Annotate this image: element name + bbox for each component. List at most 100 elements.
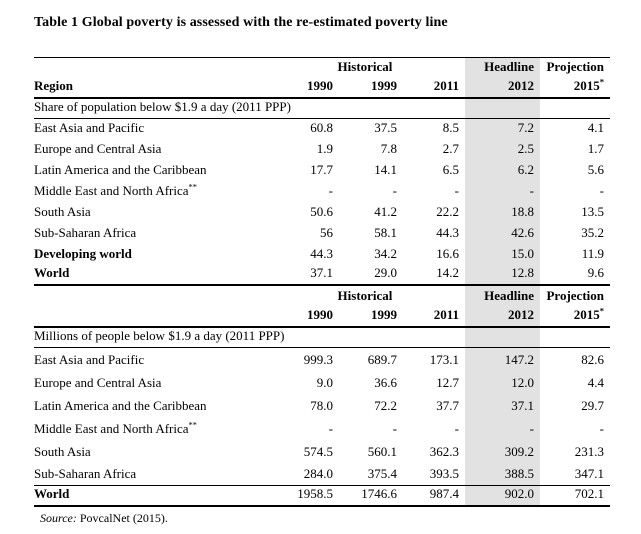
year-2012-header: 2012 [465, 307, 540, 328]
highlight-spacer-cell [465, 97, 540, 119]
value-cell-projection: 702.1 [540, 485, 610, 507]
value-cell-headline: 37.1 [465, 393, 540, 417]
value-cell-headline: 902.0 [465, 485, 540, 507]
table-row-world: World 37.1 29.0 14.2 12.8 9.6 [34, 265, 610, 286]
value-cell: - [328, 183, 333, 198]
value-cell: 284.0 [271, 462, 339, 486]
value-cell-headline: 388.5 [465, 462, 540, 486]
table-row: East Asia and Pacific 60.8 37.5 8.5 7.2 … [34, 118, 610, 139]
region-label: Latin America and the Caribbean [34, 397, 207, 413]
region-column-header: Region [34, 77, 271, 99]
value-cell: 6.5 [442, 162, 459, 177]
value-cell: 987.4 [403, 485, 465, 507]
value-cell: 29.0 [339, 265, 403, 286]
value-cell: 1.9 [316, 141, 333, 156]
region-cell: Middle East and North Africa** [34, 417, 271, 440]
table-row: Middle East and North Africa** - - - - - [34, 181, 610, 202]
value-cell-projection: 9.6 [540, 265, 610, 286]
value-cell-projection: 11.9 [581, 246, 604, 261]
value-cell: 8.5 [442, 120, 459, 135]
region-label: Europe and Central Asia [34, 374, 162, 390]
value-cell: 999.3 [303, 351, 333, 367]
table-row: South Asia 574.5 560.1 362.3 309.2 231.3 [34, 439, 610, 463]
value-cell: 41.2 [374, 204, 397, 219]
region-footnote-marker: ** [188, 181, 198, 192]
value-cell-headline: 7.2 [465, 118, 540, 139]
value-cell-projection: - [599, 420, 604, 436]
value-cell: 37.1 [271, 265, 339, 286]
value-cell: 2.7 [442, 141, 459, 156]
region-label: Developing world [34, 246, 132, 261]
region-cell: South Asia [34, 440, 271, 463]
highlight-spacer-cell [465, 327, 540, 348]
value-cell-projection: 5.6 [587, 162, 604, 177]
value-cell-headline: 309.2 [465, 439, 540, 463]
value-cell: 393.5 [403, 462, 465, 486]
projection-column-group-label: Projection [546, 288, 604, 303]
region-cell: Sub-Saharan Africa [34, 223, 271, 244]
value-cell: - [392, 420, 397, 436]
header-years-row: Region 1990 1999 2011 2012 2015* [34, 77, 610, 99]
value-cell: 58.1 [374, 225, 397, 240]
year-2015-asterisk: * [599, 77, 604, 87]
source-label: Source: [40, 511, 77, 525]
region-cell: Latin America and the Caribbean [34, 160, 271, 181]
value-cell: 56 [320, 225, 333, 240]
region-label: Sub-Saharan Africa [34, 225, 137, 240]
region-label: South Asia [34, 204, 91, 219]
value-cell: 362.3 [429, 443, 459, 459]
value-cell-projection: - [599, 183, 604, 198]
value-cell: 12.7 [436, 374, 459, 390]
value-cell: - [392, 183, 397, 198]
value-cell: 50.6 [310, 204, 333, 219]
value-cell-projection: 29.7 [581, 397, 604, 413]
poverty-table: Historical Headline Projection Region 19… [34, 57, 610, 507]
header-empty-cell [34, 58, 271, 78]
value-cell-headline: 2.5 [465, 139, 540, 160]
region-label: Middle East and North Africa [34, 183, 189, 198]
header-empty-cell [34, 285, 271, 307]
value-cell-headline: - [465, 416, 540, 440]
region-label: Latin America and the Caribbean [34, 162, 207, 177]
value-cell: 17.7 [310, 162, 333, 177]
region-cell: Middle East and North Africa** [34, 181, 271, 202]
section-millions-caption: Millions of people below $1.9 a day (201… [34, 327, 465, 348]
value-cell: 72.2 [374, 397, 397, 413]
value-cell: 36.6 [374, 374, 397, 390]
year-2012-header: 2012 [465, 77, 540, 99]
table-row: Sub-Saharan Africa 56 58.1 44.3 42.6 35.… [34, 223, 610, 244]
section-share-caption: Share of population below $1.9 a day (20… [34, 97, 465, 119]
value-cell: 16.6 [436, 246, 459, 261]
section-caption-row: Millions of people below $1.9 a day (201… [34, 327, 610, 348]
value-cell: 1746.6 [339, 485, 403, 507]
region-cell: Sub-Saharan Africa [34, 462, 271, 486]
region-label: World [34, 265, 70, 280]
region-label: Sub-Saharan Africa [34, 466, 137, 481]
value-cell: 689.7 [367, 351, 397, 367]
region-label: East Asia and Pacific [34, 351, 145, 367]
value-cell: 78.0 [310, 397, 333, 413]
value-cell: 37.7 [436, 397, 459, 413]
value-cell-headline: - [465, 181, 540, 202]
value-cell-projection: 4.4 [587, 374, 604, 390]
table-row: South Asia 50.6 41.2 22.2 18.8 13.5 [34, 202, 610, 223]
region-cell: Europe and Central Asia [34, 139, 271, 160]
year-1990-header: 1990 [271, 77, 339, 99]
year-1999-header: 1999 [339, 307, 403, 328]
value-cell-projection: 82.6 [581, 351, 604, 367]
region-cell: South Asia [34, 202, 271, 223]
year-2011-header: 2011 [403, 77, 465, 99]
value-cell: 7.8 [380, 141, 397, 156]
table-row: East Asia and Pacific 999.3 689.7 173.1 … [34, 347, 610, 371]
region-label: East Asia and Pacific [34, 120, 145, 135]
value-cell: 34.2 [374, 246, 397, 261]
table-row: Latin America and the Caribbean 78.0 72.… [34, 393, 610, 417]
region-cell: World [34, 485, 271, 507]
value-cell: 14.1 [374, 162, 397, 177]
region-label: World [34, 486, 70, 501]
year-2015-header: 2015* [540, 307, 610, 328]
value-cell: - [454, 420, 459, 436]
year-2015-asterisk: * [599, 307, 604, 316]
source-note: Source: PovcalNet (2015). [40, 511, 168, 526]
region-cell: Latin America and the Caribbean [34, 394, 271, 417]
